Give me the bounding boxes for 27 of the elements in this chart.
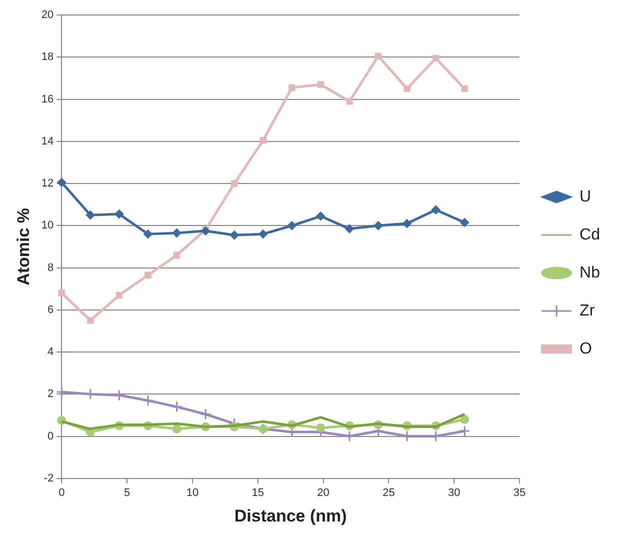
- legend-label: Nb: [580, 264, 600, 282]
- y-tick-label: 4: [48, 346, 54, 358]
- y-tick-label: 8: [48, 262, 54, 274]
- x-tick-label: 0: [58, 487, 65, 500]
- x-tick-label: 30: [448, 487, 460, 500]
- y-tick-label: 14: [41, 135, 54, 148]
- y-tick-label: 20: [41, 9, 54, 22]
- legend-label: U: [580, 188, 592, 206]
- x-axis-title: Distance (nm): [234, 506, 347, 526]
- y-tick-label: 0: [48, 430, 54, 442]
- x-tick-label: 35: [513, 487, 526, 500]
- y-tick-label: 10: [41, 220, 54, 232]
- legend-label: O: [580, 340, 592, 358]
- x-tick-label: 15: [252, 487, 264, 500]
- x-tick-label: 5: [124, 487, 130, 500]
- y-tick-label: 12: [41, 178, 54, 190]
- y-tick-label: 6: [48, 304, 54, 316]
- y-tick-label: 18: [41, 51, 54, 64]
- x-tick-label: 25: [382, 487, 395, 500]
- legend-label: Zr: [580, 302, 596, 320]
- x-tick-label: 20: [317, 487, 330, 500]
- y-tick-label: 2: [48, 388, 54, 400]
- legend-label: Cd: [580, 226, 600, 244]
- y-tick-label: -2: [44, 472, 54, 484]
- x-tick-label: 10: [186, 487, 199, 500]
- y-tick-label: 16: [41, 93, 54, 106]
- y-axis-title: Atomic %: [14, 208, 33, 286]
